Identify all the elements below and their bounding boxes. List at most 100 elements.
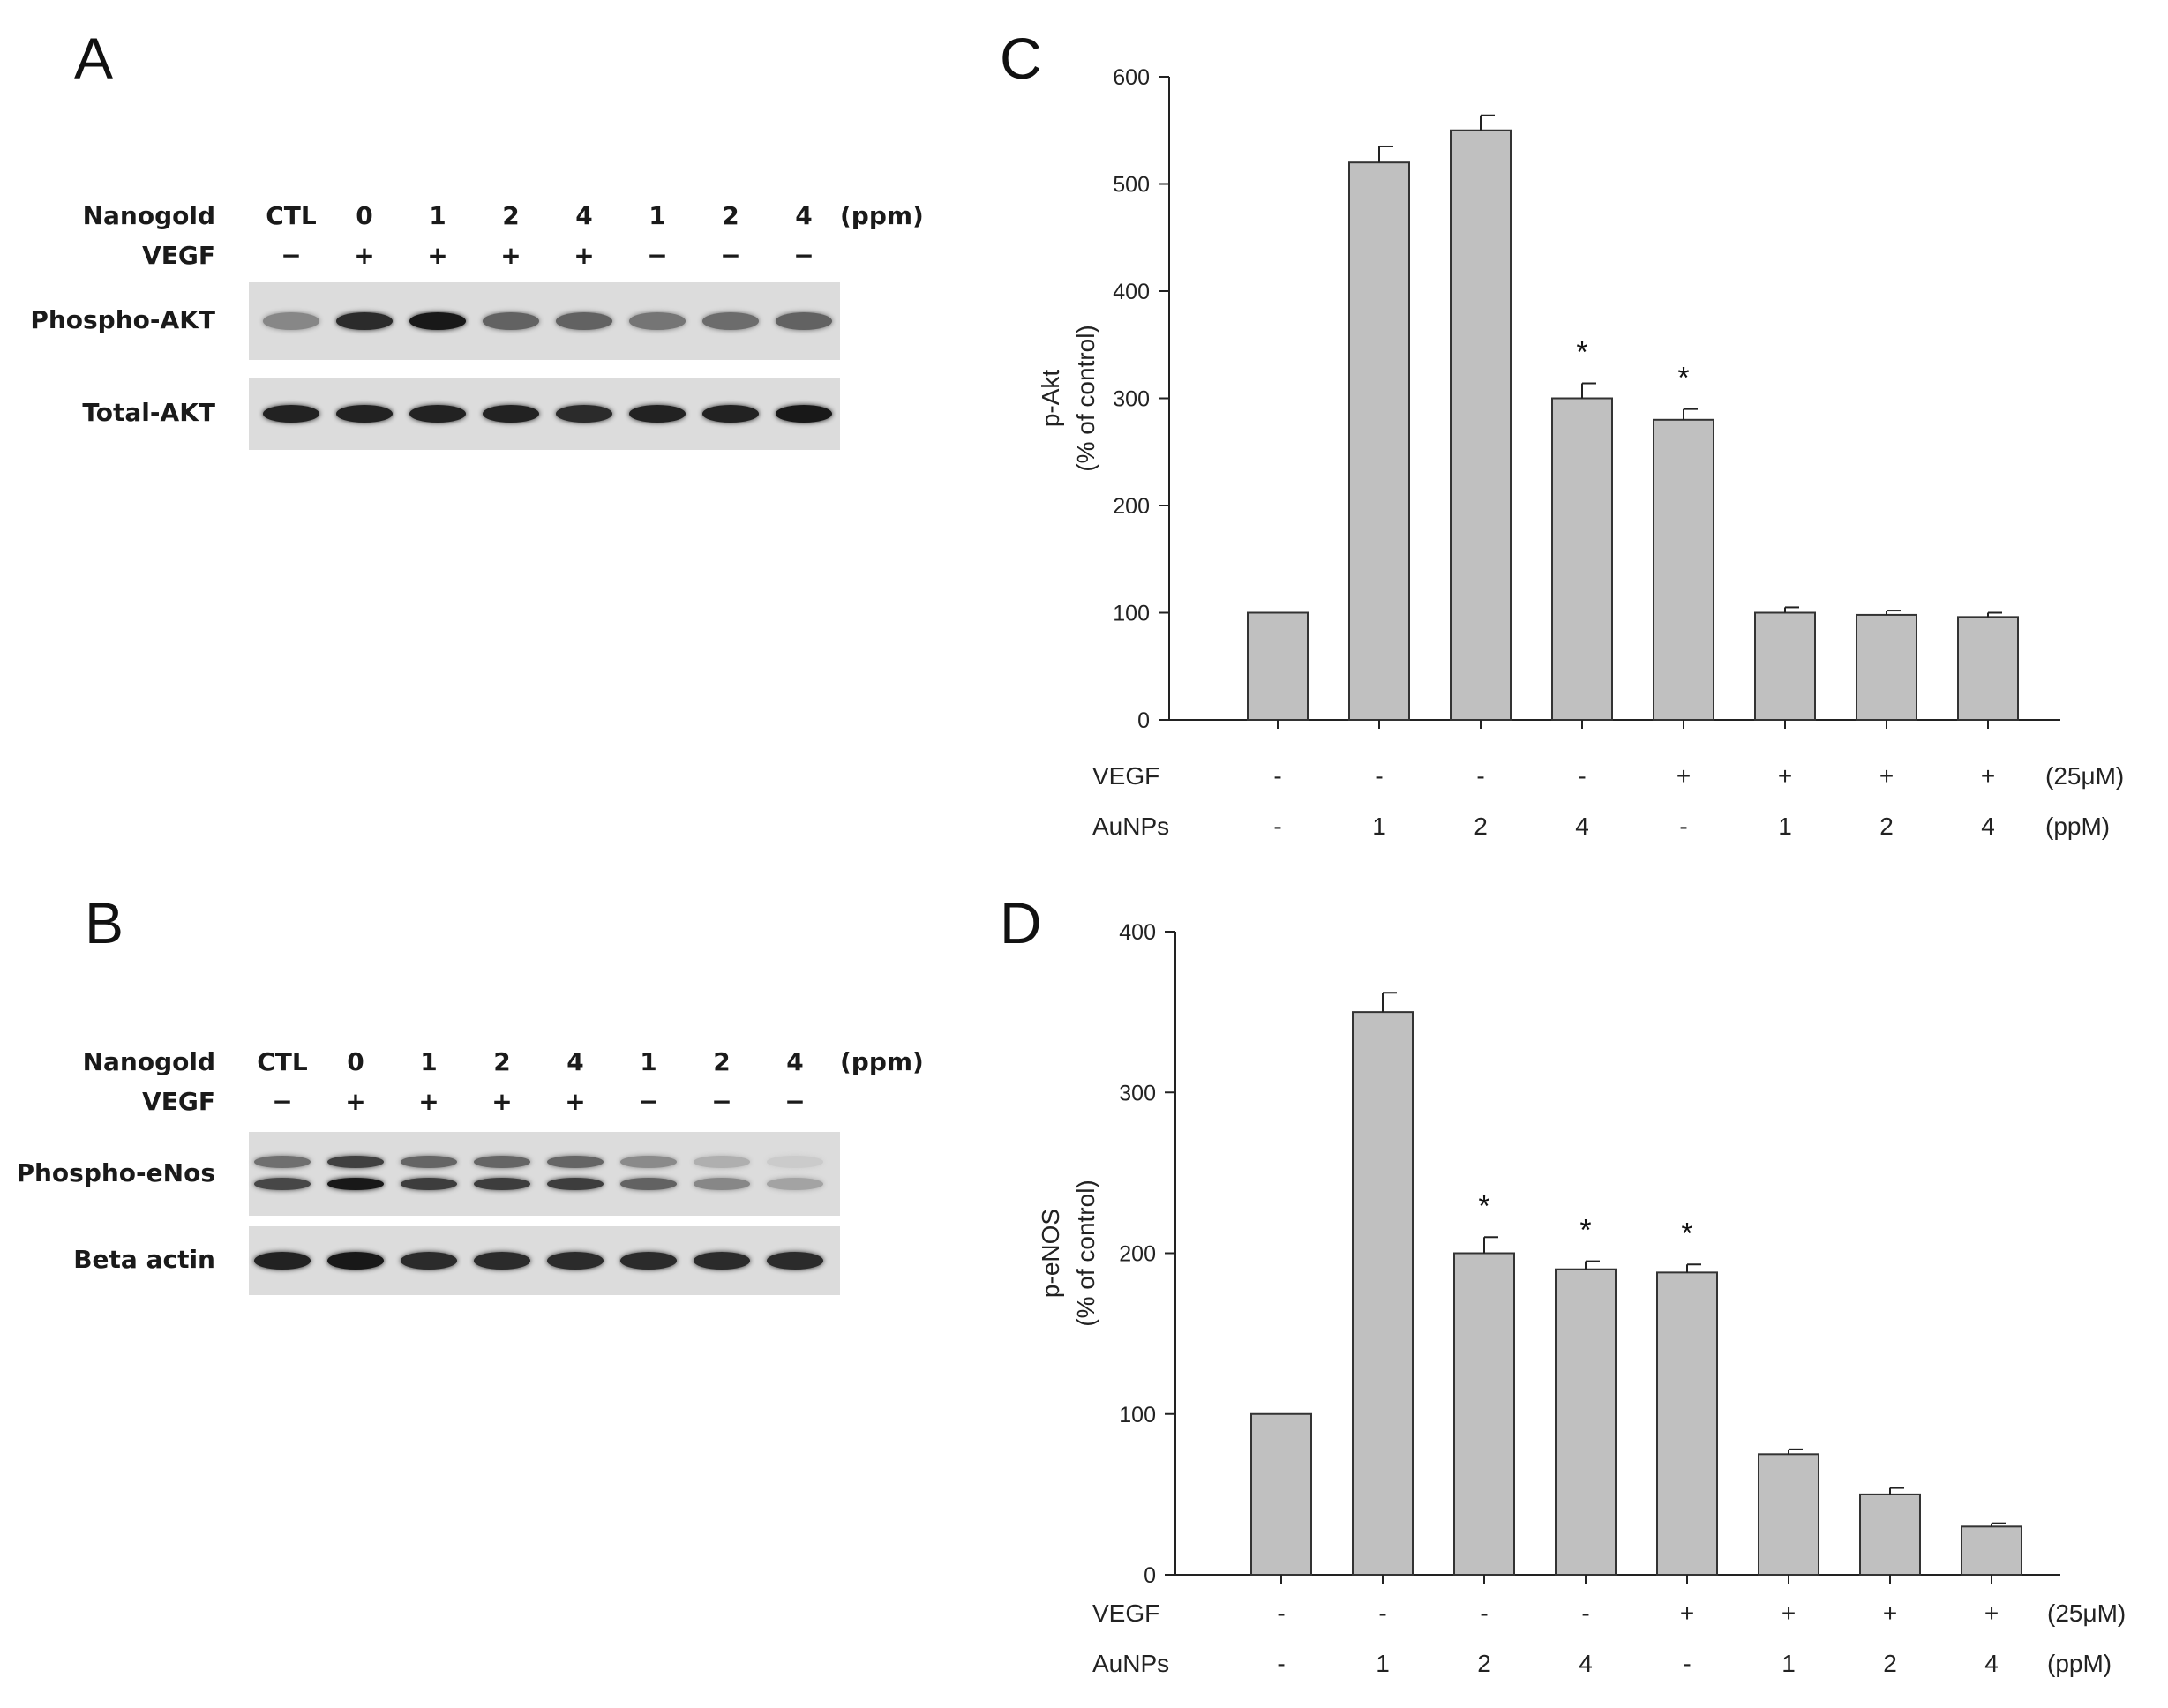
lane-vegf-sign: +: [345, 1087, 366, 1116]
bar: [1856, 613, 1917, 721]
condition-value: -: [1683, 1650, 1691, 1677]
lane-label: 4: [566, 1047, 584, 1076]
condition-unit: (25μM): [2045, 762, 2124, 790]
condition-unit: (ppM): [2047, 1650, 2112, 1677]
nanogold-row-label: Nanogold: [82, 1047, 215, 1076]
lane-vegf-sign: −: [281, 241, 302, 270]
bar: [1656, 1271, 1718, 1576]
lane-vegf-sign: +: [491, 1087, 513, 1116]
lane-label: 2: [502, 201, 520, 230]
significance-marker: *: [1579, 1214, 1591, 1247]
protein-band: [335, 312, 394, 330]
protein-band: [326, 1178, 385, 1191]
protein-band: [473, 1178, 531, 1191]
protein-band: [619, 1178, 678, 1191]
lane-vegf-sign: −: [272, 1087, 293, 1116]
condition-value: +: [1677, 762, 1691, 790]
condition-unit: (ppM): [2045, 813, 2110, 840]
y-tick-label: 0: [1137, 708, 1150, 733]
blot-strip: [249, 1132, 840, 1216]
y-tick-label: 600: [1113, 65, 1150, 90]
condition-value: +: [1778, 762, 1792, 790]
protein-band: [400, 1155, 458, 1168]
y-tick-label: 100: [1119, 1403, 1156, 1427]
condition-value: -: [1273, 762, 1281, 790]
condition-value: -: [1375, 762, 1383, 790]
significance-marker: *: [1478, 1189, 1489, 1223]
protein-band: [775, 405, 833, 423]
bar-chart-p-akt: 0 100 200 300 400 500 600 p-Akt (% of control) * *…: [1037, 65, 2124, 840]
lane-vegf-sign: +: [418, 1087, 439, 1116]
protein-band: [546, 1178, 604, 1191]
y-tick-label: 500: [1113, 173, 1150, 198]
bar: [1653, 418, 1714, 721]
protein-band: [253, 1155, 311, 1168]
condition-value: +: [1883, 1599, 1897, 1627]
unit-label: (ppm): [840, 201, 924, 230]
condition-value: -: [1273, 813, 1281, 840]
lane-label: 1: [429, 201, 446, 230]
bar: [1961, 1525, 2022, 1577]
lane-vegf-sign: +: [427, 241, 448, 270]
condition-value: -: [1277, 1650, 1285, 1677]
condition-unit: (25μM): [2047, 1599, 2126, 1627]
condition-value: +: [1879, 762, 1894, 790]
protein-band: [693, 1155, 751, 1168]
protein-band: [701, 405, 760, 423]
y-tick-label: 400: [1119, 920, 1156, 945]
protein-band: [262, 312, 320, 330]
condition-value: 2: [1474, 813, 1488, 840]
lane-vegf-sign: −: [793, 241, 814, 270]
protein-band: [473, 1252, 531, 1270]
protein-band: [262, 405, 320, 423]
blot-row-label: Total-AKT: [82, 398, 215, 427]
bar: [1555, 1268, 1617, 1576]
bar: [1250, 1412, 1312, 1576]
bar: [1247, 611, 1309, 721]
lane-vegf-sign: −: [720, 241, 741, 270]
protein-band: [409, 312, 467, 330]
condition-value: +: [1680, 1599, 1694, 1627]
condition-value: 1: [1376, 1650, 1390, 1677]
lane-vegf-sign: −: [638, 1087, 659, 1116]
protein-band: [775, 312, 833, 330]
lane-label: 2: [722, 201, 739, 230]
protein-band: [766, 1252, 824, 1270]
lane-vegf-sign: +: [354, 241, 375, 270]
protein-band: [766, 1155, 824, 1168]
lane-vegf-sign: −: [711, 1087, 732, 1116]
protein-band: [693, 1178, 751, 1191]
y-tick-label: 200: [1119, 1242, 1156, 1267]
protein-band: [628, 405, 686, 423]
condition-value: -: [1679, 813, 1687, 840]
lane-label: 0: [347, 1047, 364, 1076]
y-axis-label-line2: (% of control): [1072, 1180, 1099, 1327]
panel-label-c: C: [1000, 26, 1042, 91]
y-tick-label: 400: [1113, 280, 1150, 304]
condition-value: 2: [1477, 1650, 1491, 1677]
protein-band: [546, 1155, 604, 1168]
lane-vegf-sign: +: [574, 241, 595, 270]
condition-value: 4: [1984, 1650, 1999, 1677]
protein-band: [546, 1252, 604, 1270]
protein-band: [693, 1252, 751, 1270]
panel-label-d: D: [1000, 890, 1042, 955]
lane-vegf-sign: −: [784, 1087, 806, 1116]
condition-row-label: VEGF: [1092, 762, 1159, 790]
protein-band: [766, 1178, 824, 1191]
condition-row-label: AuNPs: [1092, 1650, 1169, 1677]
vegf-row-label: VEGF: [142, 1087, 215, 1116]
nanogold-row-label: Nanogold: [82, 201, 215, 230]
condition-row-label: AuNPs: [1092, 813, 1169, 840]
condition-value: 1: [1778, 813, 1792, 840]
protein-band: [619, 1252, 678, 1270]
significance-marker: *: [1677, 362, 1689, 395]
protein-band: [628, 312, 686, 330]
condition-value: -: [1480, 1599, 1488, 1627]
significance-marker: *: [1576, 335, 1587, 369]
lane-label: 2: [493, 1047, 511, 1076]
lane-vegf-sign: +: [565, 1087, 586, 1116]
condition-value: 4: [1981, 813, 1995, 840]
condition-value: 4: [1575, 813, 1589, 840]
lane-label: CTL: [266, 201, 317, 230]
